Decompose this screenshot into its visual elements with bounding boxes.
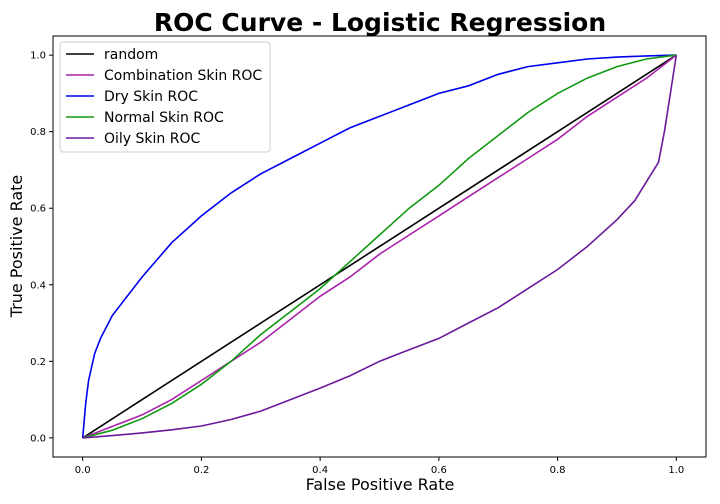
axes: 0.0 0.2 0.4 0.6 0.8 1.0 0.0 0.2 0.4 0.6 0.8 1.0 [30,35,707,476]
plot-frame [52,35,707,458]
x-tick-label: 0.8 [550,465,566,476]
y-tick-label: 0.8 [30,127,46,138]
y-tick-label: 1.0 [30,51,46,62]
series-line-4 [82,54,678,439]
y-axis-label: True Positive Rate [7,175,26,319]
series-line-3 [82,54,677,439]
plot-area [81,54,678,439]
chart-title: ROC Curve - Logistic Regression [154,8,606,37]
legend-entry: random [104,47,158,63]
series-line-0 [82,54,677,439]
legend: random Combination Skin ROC Dry Skin ROC No… [59,41,271,153]
x-tick-label: 0.0 [75,465,91,476]
y-tick-label: 0.2 [30,357,46,368]
legend-entry: Oily Skin ROC [104,131,200,147]
x-tick-label: 0.6 [431,465,447,476]
x-tick-label: 1.0 [668,465,684,476]
x-tick-label: 0.2 [193,465,209,476]
y-tick-label: 0.4 [30,280,46,291]
y-tick-label: 0.6 [30,204,46,215]
legend-entry: Dry Skin ROC [104,89,198,105]
legend-box [59,41,271,153]
legend-entry: Normal Skin ROC [104,110,224,126]
y-tick-label: 0.0 [30,433,46,444]
x-axis-label: False Positive Rate [306,475,455,494]
legend-entry: Combination Skin ROC [104,68,262,84]
series-line-2 [81,54,677,438]
series-line-1 [82,54,677,439]
x-tick-label: 0.4 [312,465,328,476]
